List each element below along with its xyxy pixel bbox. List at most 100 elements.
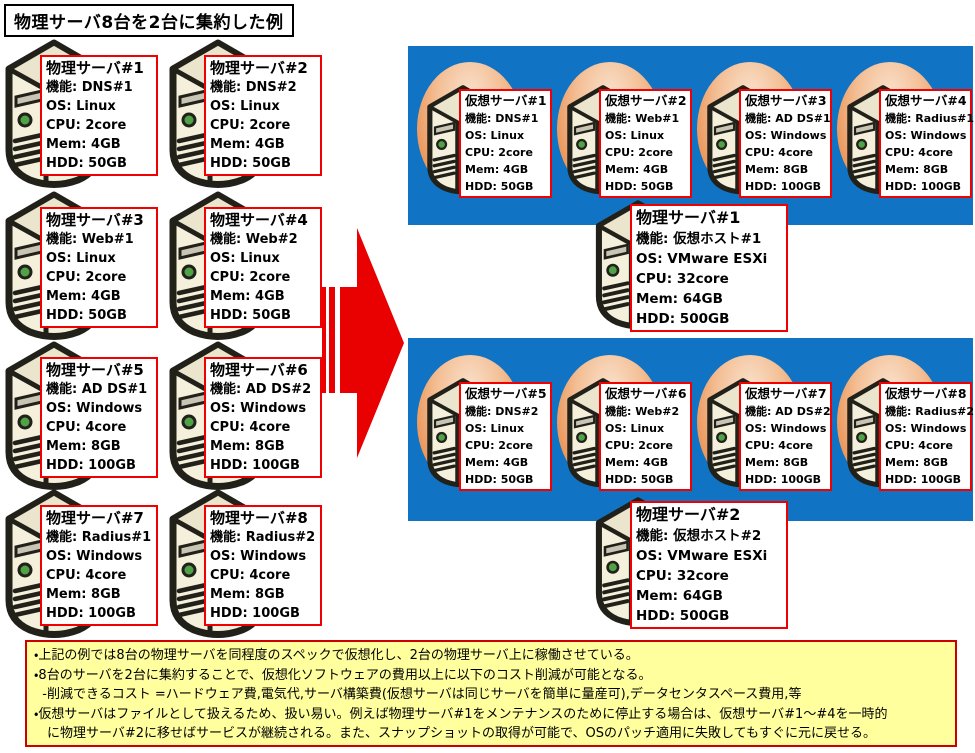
server-func: 機能: DNS#2	[210, 80, 297, 95]
server-func: 機能: Web#2	[210, 232, 298, 247]
virtual-server-6: 仮想サーバ#6 機能: Web#2 OS: Linux CPU: 2core M…	[557, 355, 697, 495]
host-server-2: 物理サーバ#2 機能: 仮想ホスト#2 OS: VMware ESXi CPU:…	[594, 496, 794, 636]
server-cpu: CPU: 4core	[745, 439, 813, 452]
server-hdd: HDD: 100GB	[210, 606, 300, 621]
server-cpu: CPU: 32core	[636, 568, 729, 584]
server-name: 仮想サーバ#8	[885, 386, 967, 401]
server-mem: Mem: 8GB	[210, 439, 285, 454]
server-mem: Mem: 64GB	[636, 291, 723, 307]
physical-server-8: 物理サーバ#8 機能: Radius#2 OS: Windows CPU: 4c…	[168, 488, 335, 640]
server-cpu: CPU: 4core	[885, 439, 953, 452]
server-cpu: CPU: 2core	[465, 146, 533, 159]
server-spec-box: 物理サーバ#2 機能: 仮想ホスト#2 OS: VMware ESXi CPU:…	[630, 501, 788, 629]
server-name: 仮想サーバ#6	[605, 386, 687, 401]
server-mem: Mem: 4GB	[210, 137, 285, 152]
server-name: 仮想サーバ#5	[465, 386, 547, 401]
server-name: 物理サーバ#1	[46, 59, 144, 77]
server-os: OS: Linux	[465, 129, 525, 142]
server-hdd: HDD: 50GB	[605, 180, 674, 193]
server-os: OS: Windows	[210, 549, 307, 564]
server-cpu: CPU: 4core	[885, 146, 953, 159]
physical-server-1: 物理サーバ#1 機能: DNS#1 OS: Linux CPU: 2core M…	[4, 38, 171, 190]
server-name: 物理サーバ#6	[210, 361, 308, 379]
server-mem: Mem: 4GB	[605, 163, 669, 176]
server-cpu: CPU: 2core	[465, 439, 533, 452]
server-name: 物理サーバ#8	[210, 509, 308, 527]
server-os: OS: Windows	[745, 129, 827, 142]
server-name: 物理サーバ#1	[636, 208, 741, 227]
server-func: 機能: DNS#2	[465, 405, 539, 418]
server-mem: Mem: 4GB	[210, 289, 285, 304]
physical-server-6: 物理サーバ#6 機能: AD DS#2 OS: Windows CPU: 4co…	[168, 340, 335, 492]
server-spec-box: 仮想サーバ#5 機能: DNS#2 OS: Linux CPU: 2core M…	[459, 382, 552, 491]
server-os: OS: VMware ESXi	[636, 251, 768, 267]
server-func: 機能: Web#1	[605, 112, 680, 125]
server-hdd: HDD: 100GB	[885, 473, 962, 486]
server-func: 機能: 仮想ホスト#2	[636, 528, 762, 544]
server-name: 仮想サーバ#2	[605, 93, 687, 108]
server-name: 物理サーバ#3	[46, 211, 144, 229]
physical-server-4: 物理サーバ#4 機能: Web#2 OS: Linux CPU: 2core M…	[168, 190, 335, 342]
server-os: OS: Windows	[885, 422, 967, 435]
server-cpu: CPU: 4core	[745, 146, 813, 159]
server-name: 物理サーバ#5	[46, 361, 144, 379]
server-os: OS: Windows	[46, 401, 143, 416]
server-func: 機能: 仮想ホスト#1	[636, 231, 762, 247]
virtual-server-8: 仮想サーバ#8 機能: Radius#2 OS: Windows CPU: 4c…	[837, 355, 975, 495]
server-hdd: HDD: 100GB	[885, 180, 962, 193]
right-arrow-icon	[322, 228, 404, 458]
server-name: 物理サーバ#4	[210, 211, 308, 229]
server-mem: Mem: 4GB	[465, 456, 529, 469]
virtual-server-4: 仮想サーバ#4 機能: Radius#1 OS: Windows CPU: 4c…	[837, 62, 975, 202]
note-line: に物理サーバ#2に移せばサービスが継続される。また、スナップショットの取得が可能…	[34, 726, 876, 742]
server-cpu: CPU: 2core	[46, 118, 127, 133]
server-hdd: HDD: 50GB	[46, 308, 127, 323]
server-spec-box: 仮想サーバ#2 機能: Web#1 OS: Linux CPU: 2core M…	[599, 89, 692, 198]
server-spec-box: 物理サーバ#7 機能: Radius#1 OS: Windows CPU: 4c…	[40, 505, 158, 626]
server-hdd: HDD: 50GB	[465, 473, 534, 486]
server-os: OS: Windows	[885, 129, 967, 142]
server-os: OS: Linux	[46, 251, 116, 266]
server-hdd: HDD: 100GB	[210, 458, 300, 473]
server-spec-box: 仮想サーバ#3 機能: AD DS#1 OS: Windows CPU: 4co…	[739, 89, 832, 198]
server-os: OS: Linux	[210, 251, 280, 266]
server-hdd: HDD: 100GB	[745, 473, 822, 486]
server-os: OS: Windows	[745, 422, 827, 435]
server-func: 機能: AD DS#2	[210, 382, 312, 397]
note-line: ・8台のサーバを2台に集約することで、仮想化ソフトウェアの費用以上に以下のコスト…	[34, 667, 652, 683]
server-os: OS: VMware ESXi	[636, 548, 768, 564]
server-cpu: CPU: 4core	[46, 420, 127, 435]
server-mem: Mem: 4GB	[465, 163, 529, 176]
server-mem: Mem: 8GB	[46, 587, 121, 602]
notes-box: ・上記の例では8台の物理サーバを同程度のスペックで仮想化し、2台の物理サーバ上に…	[25, 640, 957, 747]
server-spec-box: 物理サーバ#1 機能: DNS#1 OS: Linux CPU: 2core M…	[40, 55, 158, 176]
note-line: -削減できるコスト =ハードウェア費,電気代,サーバ構築費(仮想サーバは同じサー…	[34, 687, 802, 703]
server-cpu: CPU: 32core	[636, 271, 729, 287]
server-func: 機能: Radius#1	[46, 530, 152, 545]
server-spec-box: 仮想サーバ#7 機能: AD DS#2 OS: Windows CPU: 4co…	[739, 382, 832, 491]
server-func: 機能: Radius#2	[885, 405, 975, 418]
physical-server-3: 物理サーバ#3 機能: Web#1 OS: Linux CPU: 2core M…	[4, 190, 171, 342]
server-spec-box: 物理サーバ#5 機能: AD DS#1 OS: Windows CPU: 4co…	[40, 357, 158, 478]
server-mem: Mem: 8GB	[745, 456, 809, 469]
virtual-server-5: 仮想サーバ#5 機能: DNS#2 OS: Linux CPU: 2core M…	[417, 355, 557, 495]
server-hdd: HDD: 100GB	[745, 180, 822, 193]
server-mem: Mem: 8GB	[210, 587, 285, 602]
server-name: 仮想サーバ#1	[465, 93, 547, 108]
server-func: 機能: Radius#1	[885, 112, 975, 125]
server-cpu: CPU: 4core	[210, 568, 291, 583]
server-name: 物理サーバ#2	[636, 505, 741, 524]
server-cpu: CPU: 2core	[605, 146, 673, 159]
server-cpu: CPU: 2core	[46, 270, 127, 285]
server-hdd: HDD: 50GB	[605, 473, 674, 486]
physical-server-7: 物理サーバ#7 機能: Radius#1 OS: Windows CPU: 4c…	[4, 488, 171, 640]
server-hdd: HDD: 500GB	[636, 311, 730, 327]
virtual-server-2: 仮想サーバ#2 機能: Web#1 OS: Linux CPU: 2core M…	[557, 62, 697, 202]
server-name: 仮想サーバ#3	[745, 93, 827, 108]
server-mem: Mem: 8GB	[745, 163, 809, 176]
server-func: 機能: DNS#1	[465, 112, 539, 125]
server-mem: Mem: 8GB	[46, 439, 121, 454]
server-spec-box: 物理サーバ#3 機能: Web#1 OS: Linux CPU: 2core M…	[40, 207, 158, 328]
server-mem: Mem: 4GB	[46, 289, 121, 304]
server-func: 機能: AD DS#1	[745, 112, 831, 125]
